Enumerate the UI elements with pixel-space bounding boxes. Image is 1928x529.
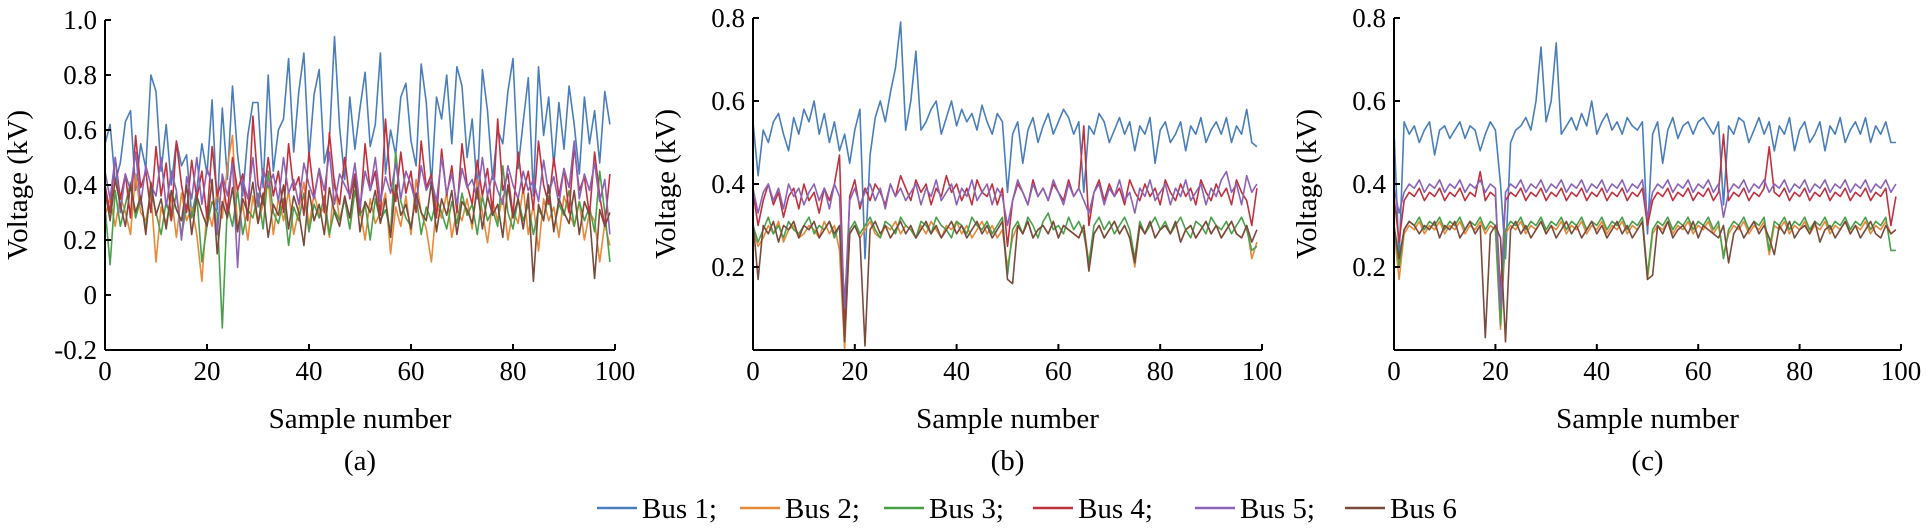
x-tick-label: 40	[1583, 356, 1610, 386]
legend-label-bus-2: Bus 2;	[785, 493, 860, 525]
y-tick-label: 0.2	[711, 252, 745, 282]
x-tick-label: 0	[98, 356, 112, 386]
x-tick-label: 100	[1242, 356, 1283, 386]
y-axis-label: Voltage (kV)	[650, 109, 682, 259]
y-tick-label: 0.8	[63, 60, 97, 90]
panel-label: (c)	[1631, 445, 1663, 477]
series-line-bus-6	[1393, 220, 1897, 343]
series-line-bus-3	[1393, 216, 1896, 326]
x-axis-label: Sample number	[269, 403, 452, 435]
x-tick-label: 20	[841, 356, 868, 386]
series-line-bus-6	[752, 220, 1258, 347]
x-tick-label: 80	[500, 356, 527, 386]
x-axis-label: Sample number	[1556, 403, 1739, 435]
x-tick-label: 80	[1786, 356, 1813, 386]
legend: Bus 1; Bus 2; Bus 3; Bus 4; Bus 5; Bus 6	[597, 493, 1457, 525]
x-tick-label: 20	[1482, 356, 1509, 386]
y-tick-label: 0.4	[63, 170, 97, 200]
panel-label: (b)	[991, 445, 1025, 477]
y-tick-label: 0	[84, 280, 98, 310]
series-line-bus-6	[104, 178, 611, 283]
x-tick-label: 100	[1881, 356, 1922, 386]
series-line-bus-5	[104, 140, 611, 269]
x-tick-label: 40	[943, 356, 970, 386]
x-tick-label: 60	[398, 356, 425, 386]
y-tick-label: 0.6	[711, 86, 745, 116]
y-tick-label: 0.4	[711, 169, 745, 199]
legend-label-bus-3: Bus 3;	[929, 493, 1004, 525]
legend-label-bus-5: Bus 5;	[1240, 493, 1315, 525]
y-axis-label: Voltage (kV)	[1291, 109, 1323, 259]
y-tick-label: 0.4	[1352, 169, 1386, 199]
x-tick-label: 20	[194, 356, 221, 386]
y-tick-label: 0.6	[1352, 86, 1386, 116]
series-line-bus-4	[1393, 133, 1897, 293]
series-line-bus-1	[752, 21, 1258, 260]
x-tick-label: 40	[296, 356, 323, 386]
x-axis-label: Sample number	[916, 403, 1099, 435]
y-tick-label: 0.2	[63, 225, 97, 255]
y-tick-label: -0.2	[54, 335, 97, 365]
series-line-bus-1	[1393, 42, 1896, 260]
x-tick-label: 60	[1685, 356, 1712, 386]
x-tick-label: 0	[1387, 356, 1401, 386]
chart-panel-b: 0 20 40 60 80 100 0.2 0.4 0.6 0.8 Sample number Vol…	[650, 3, 1282, 477]
chart-panel-c: 0 20 40 60 80 100 0.2 0.4 0.6 0.8 Sample number Vol…	[1291, 3, 1921, 477]
y-tick-label: 0.8	[1352, 3, 1386, 33]
x-tick-label: 60	[1045, 356, 1072, 386]
series-line-bus-5	[1393, 179, 1897, 310]
y-tick-label: 0.2	[1352, 252, 1386, 282]
legend-label-bus-4: Bus 4;	[1078, 493, 1153, 525]
x-tick-label: 100	[595, 356, 636, 386]
legend-label-bus-1: Bus 1;	[642, 493, 717, 525]
y-tick-label: 0.6	[63, 115, 97, 145]
legend-label-bus-6: Bus 6	[1390, 493, 1457, 525]
x-tick-label: 80	[1147, 356, 1174, 386]
x-tick-label: 0	[746, 356, 760, 386]
panel-label: (a)	[344, 445, 376, 477]
y-tick-label: 0.8	[711, 3, 745, 33]
y-tick-label: 1.0	[63, 5, 97, 35]
series-line-bus-5	[752, 170, 1258, 310]
y-axis-label: Voltage (kV)	[2, 110, 34, 260]
